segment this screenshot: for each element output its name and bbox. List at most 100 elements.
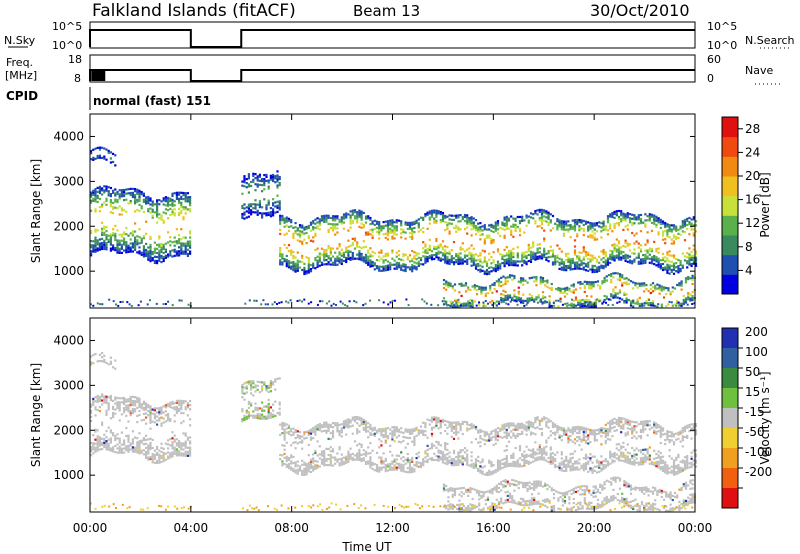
power-cell bbox=[661, 268, 665, 272]
power-cell bbox=[490, 237, 493, 241]
power-cell bbox=[666, 259, 669, 262]
velocity-cell bbox=[145, 406, 148, 409]
velocity-cell bbox=[369, 458, 372, 461]
power-cell bbox=[312, 220, 315, 223]
power-cell bbox=[581, 298, 584, 302]
power-cell bbox=[263, 180, 266, 183]
velocity-cell bbox=[408, 436, 412, 440]
velocity-cell bbox=[245, 381, 248, 384]
power-cell bbox=[378, 225, 381, 228]
velocity-cell bbox=[461, 432, 464, 436]
power-cell bbox=[386, 254, 390, 257]
velocity-cell bbox=[327, 423, 330, 426]
velocity-cell bbox=[136, 449, 139, 452]
velocity-cell bbox=[175, 450, 178, 453]
velocity-cell bbox=[452, 449, 456, 453]
power-cell bbox=[156, 201, 159, 204]
power-cell bbox=[482, 302, 485, 306]
power-cell bbox=[336, 215, 339, 218]
power-cell bbox=[538, 257, 541, 260]
power-cell bbox=[660, 305, 663, 308]
velocity-cell bbox=[112, 413, 115, 417]
power-cell bbox=[543, 211, 546, 214]
power-cell bbox=[617, 256, 621, 259]
power-cell bbox=[605, 295, 608, 298]
velocity-cell bbox=[466, 459, 469, 462]
velocity-cell bbox=[94, 448, 97, 451]
velocity-cell bbox=[140, 419, 143, 422]
power-cell bbox=[587, 257, 590, 260]
power-cell bbox=[114, 247, 117, 250]
power-cell bbox=[611, 252, 614, 255]
power-cell bbox=[646, 219, 649, 222]
velocity-cell bbox=[371, 433, 374, 436]
power-cell bbox=[98, 187, 101, 190]
power-cell bbox=[158, 255, 161, 258]
power-cell bbox=[182, 244, 185, 247]
power-cell bbox=[180, 195, 183, 198]
velocity-cell bbox=[125, 406, 128, 409]
power-cell bbox=[283, 225, 286, 228]
velocity-cell bbox=[378, 470, 381, 473]
power-cell bbox=[112, 228, 115, 231]
velocity-cell bbox=[103, 439, 106, 442]
power-cell bbox=[426, 250, 429, 253]
power-cell bbox=[94, 248, 97, 251]
velocity-cell bbox=[252, 414, 255, 417]
velocity-cell bbox=[415, 457, 418, 460]
velocity-cell bbox=[153, 453, 156, 456]
power-cell bbox=[408, 227, 412, 231]
velocity-cell bbox=[180, 401, 183, 404]
power-cell bbox=[650, 229, 654, 232]
power-cell bbox=[389, 264, 392, 267]
power-cell bbox=[481, 233, 484, 236]
velocity-cell bbox=[340, 463, 343, 466]
power-cell bbox=[254, 211, 257, 214]
power-cell bbox=[411, 237, 414, 240]
power-cell bbox=[523, 251, 526, 254]
power-cell bbox=[539, 282, 542, 285]
power-cell bbox=[639, 250, 643, 253]
velocity-cell bbox=[338, 433, 341, 437]
power-cell bbox=[136, 243, 139, 246]
power-cell bbox=[598, 225, 601, 228]
power-cell bbox=[505, 217, 508, 220]
power-cell bbox=[543, 301, 546, 304]
power-cell bbox=[402, 228, 405, 232]
power-cell bbox=[314, 248, 317, 252]
power-cell bbox=[125, 226, 128, 230]
power-cell bbox=[419, 257, 423, 260]
velocity-cell bbox=[369, 427, 372, 431]
velocity-cell bbox=[481, 460, 484, 463]
power-cell bbox=[162, 257, 165, 261]
power-cell bbox=[666, 257, 669, 260]
velocity-cell bbox=[452, 462, 456, 465]
velocity-cell bbox=[323, 425, 326, 428]
power-cell bbox=[316, 247, 319, 250]
power-cell bbox=[169, 199, 172, 202]
power-cell bbox=[691, 299, 694, 302]
power-cell bbox=[684, 279, 688, 282]
velocity-cell bbox=[441, 451, 445, 454]
power-cell bbox=[349, 256, 352, 259]
velocity-cell bbox=[274, 388, 277, 391]
power-cell bbox=[241, 184, 244, 187]
power-cell bbox=[345, 248, 348, 251]
power-cell bbox=[269, 176, 272, 179]
sky-tick-bottom: 10^0 bbox=[52, 39, 82, 52]
power-cell bbox=[681, 222, 684, 225]
power-cell bbox=[382, 265, 385, 268]
power-cell bbox=[345, 250, 348, 253]
velocity-cell bbox=[105, 395, 108, 398]
power-cell bbox=[453, 289, 457, 292]
velocity-cell bbox=[131, 438, 134, 441]
power-cell bbox=[675, 266, 678, 269]
power-cell bbox=[565, 228, 568, 231]
power-cell bbox=[421, 298, 424, 301]
power-cell bbox=[386, 222, 390, 225]
power-cell bbox=[541, 279, 545, 282]
power-cell bbox=[272, 210, 275, 213]
power-cell bbox=[312, 236, 315, 239]
power-cell bbox=[334, 219, 337, 222]
power-cell bbox=[545, 216, 548, 219]
